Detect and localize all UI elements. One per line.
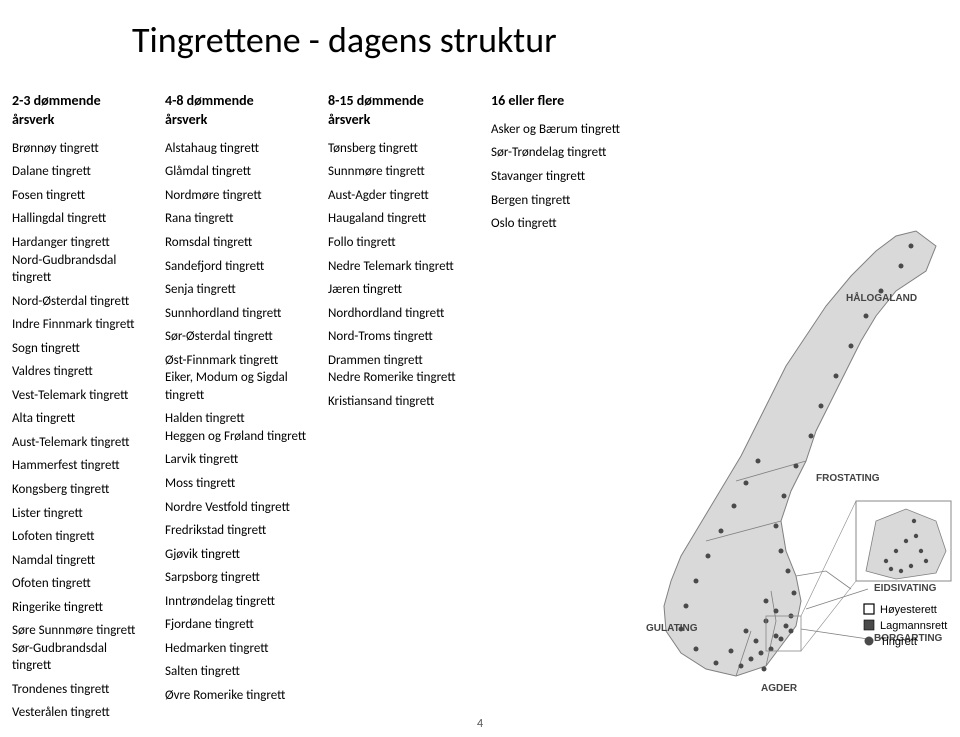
list-item: Valdres tingrett (12, 363, 147, 381)
list-item: Ofoten tingrett (12, 575, 147, 593)
list-item: Øst-Finnmark tingrett Eiker, Modum og Si… (165, 352, 310, 405)
map-region-label: HÅLOGALAND (846, 291, 917, 304)
map-svg: HÅLOGALAND FROSTATING GULATING AGDER EIDSIVA… (616, 221, 956, 701)
column-1: 2-3 dømmende årsverk Brønnøy tingrett Dal… (12, 92, 147, 728)
list-item: Alta tingrett (12, 410, 147, 428)
list-item: Moss tingrett (165, 475, 310, 493)
list-item: Haugaland tingrett (328, 210, 473, 228)
norway-map: HÅLOGALAND FROSTATING GULATING AGDER EIDSIVA… (616, 221, 956, 701)
list-item: Hedmarken tingrett (165, 640, 310, 658)
list-item: Nordre Vestfold tingrett (165, 499, 310, 517)
list-item: Alstahaug tingrett (165, 140, 310, 158)
legend-label: Lagmannsrett (880, 620, 947, 632)
list-item: Sandefjord tingrett (165, 258, 310, 276)
list-item: Tønsberg tingrett (328, 140, 473, 158)
map-region-label: EIDSIVATING (874, 583, 937, 594)
list-item: Nordhordland tingrett (328, 305, 473, 323)
list-item: Inntrøndelag tingrett (165, 593, 310, 611)
list-item: Hammerfest tingrett (12, 457, 147, 475)
list-item: Nord-Østerdal tingrett (12, 293, 147, 311)
list-item: Romsdal tingrett (165, 234, 310, 252)
list-item: Hardanger tingrett Nord-Gudbrandsdal tin… (12, 234, 147, 287)
list-item: Drammen tingrett Nedre Romerike tingrett (328, 352, 473, 387)
column-3-header: 8-15 dømmende årsverk (328, 92, 473, 130)
list-item: Sør-Trøndelag tingrett (491, 144, 631, 162)
list-item: Asker og Bærum tingrett (491, 121, 631, 139)
list-item: Sunnhordland tingrett (165, 305, 310, 323)
list-item: Senja tingrett (165, 281, 310, 299)
list-item: Salten tingrett (165, 663, 310, 681)
list-item: Indre Finnmark tingrett (12, 316, 147, 334)
list-item: Aust-Agder tingrett (328, 187, 473, 205)
list-item: Lister tingrett (12, 505, 147, 523)
column-3: 8-15 dømmende årsverk Tønsberg tingrett S… (328, 92, 473, 728)
list-item: Aust-Telemark tingrett (12, 434, 147, 452)
list-item: Fjordane tingrett (165, 616, 310, 634)
list-item: Lofoten tingrett (12, 528, 147, 546)
list-item: Fosen tingrett (12, 187, 147, 205)
list-item: Fredrikstad tingrett (165, 522, 310, 540)
list-item: Dalane tingrett (12, 163, 147, 181)
list-item: Sarpsborg tingrett (165, 569, 310, 587)
list-item: Bergen tingrett (491, 192, 631, 210)
legend-label: Tingrett (880, 636, 917, 648)
list-item: Kongsberg tingrett (12, 481, 147, 499)
list-item: Namdal tingrett (12, 552, 147, 570)
list-item: Øvre Romerike tingrett (165, 687, 310, 705)
map-region-label: GULATING (646, 623, 698, 634)
list-item: Vesterålen tingrett (12, 704, 147, 722)
list-item: Oslo tingrett (491, 215, 631, 233)
list-item: Rana tingrett (165, 210, 310, 228)
list-item: Ringerike tingrett (12, 599, 147, 617)
list-item: Halden tingrett Heggen og Frøland tingre… (165, 410, 310, 445)
list-item: Vest-Telemark tingrett (12, 387, 147, 405)
list-item: Trondenes tingrett (12, 681, 147, 699)
list-item: Sør-Østerdal tingrett (165, 328, 310, 346)
list-item: Brønnøy tingrett (12, 140, 147, 158)
list-item: Sunnmøre tingrett (328, 163, 473, 181)
list-item: Kristiansand tingrett (328, 393, 473, 411)
list-item: Sogn tingrett (12, 340, 147, 358)
list-item: Hallingdal tingrett (12, 210, 147, 228)
column-4-header: 16 eller flere (491, 92, 631, 111)
column-1-header: 2-3 dømmende årsverk (12, 92, 147, 130)
list-item: Stavanger tingrett (491, 168, 631, 186)
column-2: 4-8 dømmende årsverk Alstahaug tingrett G… (165, 92, 310, 728)
list-item: Søre Sunnmøre tingrett Sør-Gudbrandsdal … (12, 622, 147, 675)
list-item: Glåmdal tingrett (165, 163, 310, 181)
map-region-label: FROSTATING (816, 473, 880, 484)
list-item: Nord-Troms tingrett (328, 328, 473, 346)
column-4: 16 eller flere Asker og Bærum tingrett Sø… (491, 92, 631, 728)
list-item: Nordmøre tingrett (165, 187, 310, 205)
list-item: Larvik tingrett (165, 451, 310, 469)
list-item: Nedre Telemark tingrett (328, 258, 473, 276)
legend-label: Høyesterett (880, 604, 937, 616)
column-2-header: 4-8 dømmende årsverk (165, 92, 310, 130)
list-item: Jæren tingrett (328, 281, 473, 299)
page-number: 4 (477, 717, 483, 731)
list-item: Follo tingrett (328, 234, 473, 252)
page-title: Tingrettene - dagens struktur (132, 18, 948, 62)
list-item: Gjøvik tingrett (165, 546, 310, 564)
map-region-label: AGDER (761, 683, 798, 694)
